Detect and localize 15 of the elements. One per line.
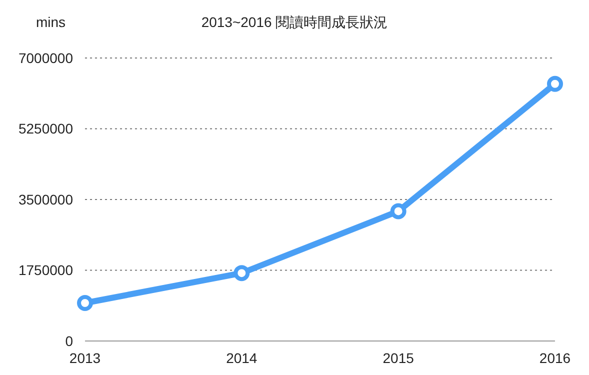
x-tick-label: 2013	[69, 350, 101, 366]
point	[390, 203, 406, 220]
y-tick-label: 5250000	[18, 120, 74, 137]
chart-title: 2013~2016 閱讀時間成長狀況	[201, 14, 388, 30]
point	[234, 265, 250, 282]
y-axis-title: mins	[36, 14, 66, 30]
y-tick-label: 3500000	[18, 191, 74, 208]
y-tick-label: 0	[65, 332, 74, 349]
point	[77, 294, 93, 311]
x-tick-label: 2014	[226, 350, 258, 366]
y-tick-label: 7000000	[18, 50, 74, 66]
point	[547, 76, 563, 92]
y-tick-label: 1750000	[18, 262, 74, 278]
x-tick-label: 2016	[539, 350, 571, 366]
x-tick-label: 2015	[382, 350, 414, 366]
